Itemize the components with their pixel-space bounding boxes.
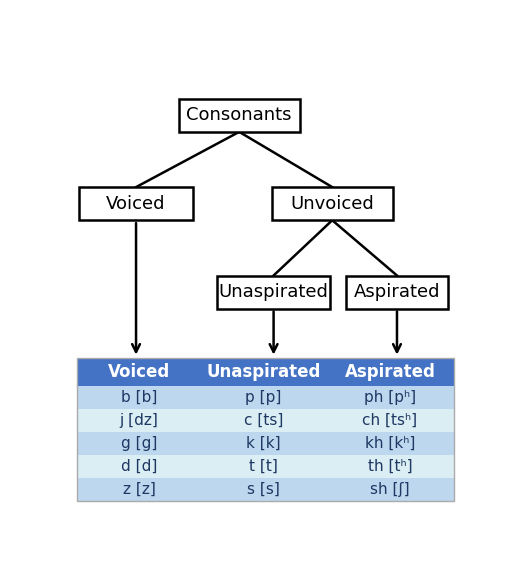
Text: s [s]: s [s] [247, 482, 280, 497]
Text: Unvoiced: Unvoiced [290, 195, 374, 213]
FancyBboxPatch shape [326, 478, 454, 501]
FancyBboxPatch shape [326, 386, 454, 409]
FancyBboxPatch shape [77, 409, 201, 432]
FancyBboxPatch shape [201, 386, 326, 409]
Text: Unaspirated: Unaspirated [219, 283, 328, 301]
Text: kh [kʰ]: kh [kʰ] [365, 436, 415, 451]
FancyBboxPatch shape [347, 276, 447, 309]
FancyBboxPatch shape [77, 432, 201, 455]
Text: z [z]: z [z] [123, 482, 156, 497]
FancyBboxPatch shape [201, 432, 326, 455]
FancyBboxPatch shape [326, 455, 454, 478]
FancyBboxPatch shape [179, 99, 300, 132]
FancyBboxPatch shape [79, 187, 193, 220]
FancyBboxPatch shape [77, 386, 201, 409]
FancyBboxPatch shape [77, 358, 201, 386]
FancyBboxPatch shape [77, 478, 201, 501]
Text: c [ts]: c [ts] [244, 413, 283, 428]
Text: d [d]: d [d] [121, 459, 157, 474]
Text: b [b]: b [b] [121, 390, 157, 405]
Text: sh [ʃ]: sh [ʃ] [370, 482, 410, 497]
Text: k [k]: k [k] [246, 436, 281, 451]
Text: Consonants: Consonants [186, 106, 292, 125]
FancyBboxPatch shape [201, 455, 326, 478]
Text: ph [pʰ]: ph [pʰ] [364, 390, 416, 405]
FancyBboxPatch shape [217, 276, 330, 309]
Text: Unaspirated: Unaspirated [206, 363, 321, 381]
FancyBboxPatch shape [326, 409, 454, 432]
Text: j [dz]: j [dz] [120, 413, 159, 428]
FancyBboxPatch shape [201, 478, 326, 501]
Text: t [t]: t [t] [249, 459, 278, 474]
Text: p [p]: p [p] [245, 390, 282, 405]
FancyBboxPatch shape [326, 432, 454, 455]
FancyBboxPatch shape [77, 455, 201, 478]
Text: Aspirated: Aspirated [354, 283, 440, 301]
FancyBboxPatch shape [326, 358, 454, 386]
Text: ch [tsʰ]: ch [tsʰ] [362, 413, 418, 428]
FancyBboxPatch shape [271, 187, 393, 220]
Text: g [g]: g [g] [121, 436, 157, 451]
Text: Voiced: Voiced [108, 363, 170, 381]
FancyBboxPatch shape [201, 409, 326, 432]
FancyBboxPatch shape [201, 358, 326, 386]
Text: Voiced: Voiced [106, 195, 166, 213]
Text: Aspirated: Aspirated [345, 363, 435, 381]
Text: th [tʰ]: th [tʰ] [367, 459, 412, 474]
